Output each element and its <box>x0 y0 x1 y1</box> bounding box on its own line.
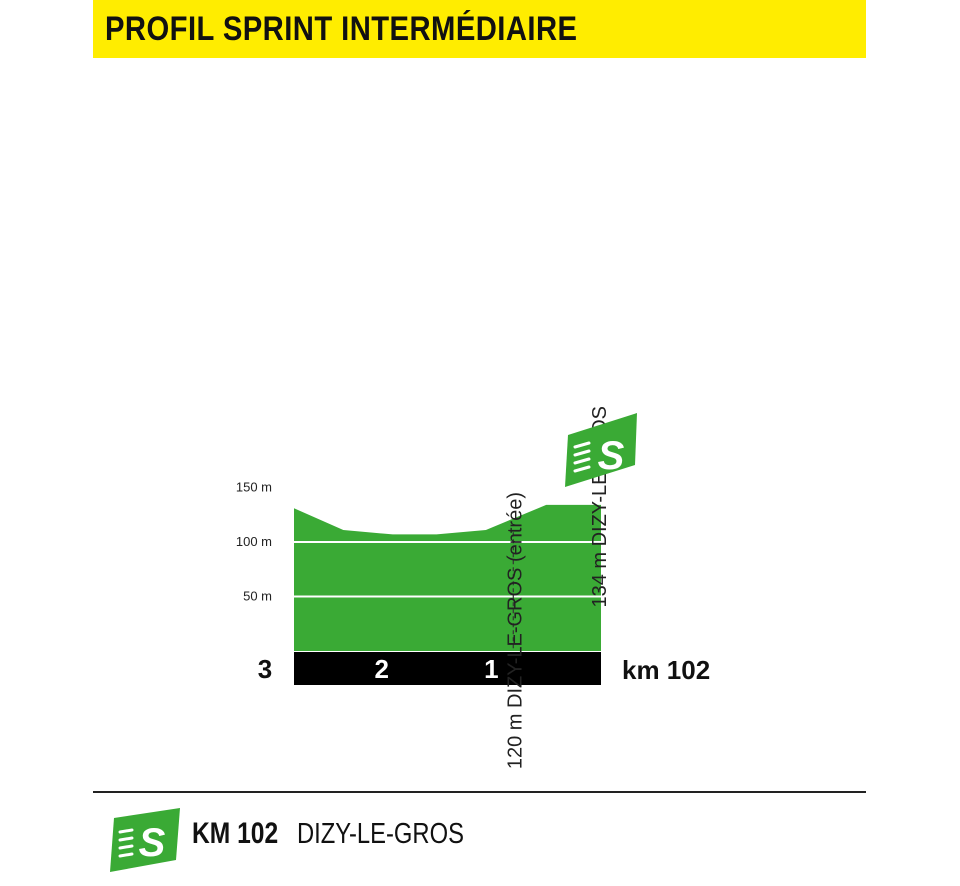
x-tick-label: 2 <box>374 654 388 684</box>
annotation-label: 120 m DIZY-LE-GROS (entrée) <box>504 492 526 769</box>
footer-km-label: KM 102 <box>192 817 279 850</box>
svg-text:S: S <box>139 821 166 865</box>
elevation-profile-chart: 50 m 100 m 150 m 3 2 1 km 102 120 m DIZY-LE-GRO… <box>236 406 710 769</box>
footer-divider <box>93 791 866 793</box>
sprint-marker-icon: S <box>565 413 637 487</box>
distance-bar <box>294 652 601 685</box>
elevation-area <box>294 504 601 651</box>
y-tick-label: 150 m <box>236 480 272 495</box>
end-km-label: km 102 <box>622 655 710 685</box>
y-tick-label: 50 m <box>243 589 272 604</box>
page-title: PROFIL SPRINT INTERMÉDIAIRE <box>105 10 578 48</box>
x-tick-label: 1 <box>484 654 498 684</box>
svg-text:S: S <box>598 434 625 478</box>
sprint-icon: S <box>110 808 180 872</box>
x-tick-label: 3 <box>258 654 272 684</box>
title-bar: PROFIL SPRINT INTERMÉDIAIRE <box>93 0 866 58</box>
y-tick-label: 100 m <box>236 534 272 549</box>
footer-place-name: DIZY-LE-GROS <box>297 818 464 850</box>
